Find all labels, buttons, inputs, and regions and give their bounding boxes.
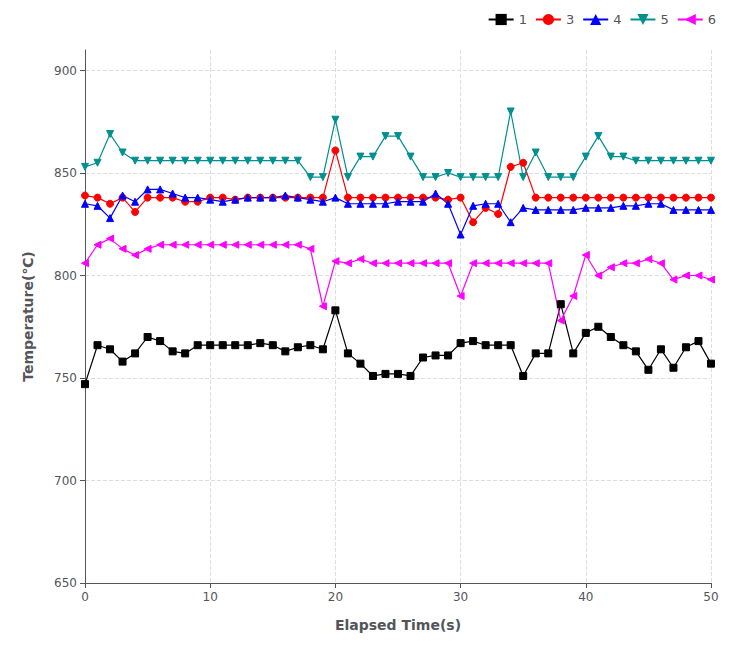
svg-text:750: 750 (54, 371, 77, 385)
svg-text:Elapsed Time(s): Elapsed Time(s) (335, 617, 461, 633)
svg-text:1: 1 (519, 12, 527, 27)
svg-text:30: 30 (453, 590, 468, 604)
svg-text:700: 700 (54, 474, 77, 488)
svg-text:3: 3 (566, 12, 574, 27)
svg-text:6: 6 (708, 12, 716, 27)
svg-text:50: 50 (703, 590, 718, 604)
svg-text:40: 40 (578, 590, 593, 604)
svg-text:0: 0 (81, 590, 89, 604)
svg-text:Temperature(℃): Temperature(℃) (20, 251, 36, 381)
svg-text:20: 20 (328, 590, 343, 604)
svg-text:900: 900 (54, 64, 77, 78)
svg-text:10: 10 (203, 590, 218, 604)
svg-text:800: 800 (54, 269, 77, 283)
svg-text:850: 850 (54, 166, 77, 180)
svg-text:5: 5 (660, 12, 668, 27)
svg-text:4: 4 (613, 12, 621, 27)
svg-text:650: 650 (54, 576, 77, 590)
